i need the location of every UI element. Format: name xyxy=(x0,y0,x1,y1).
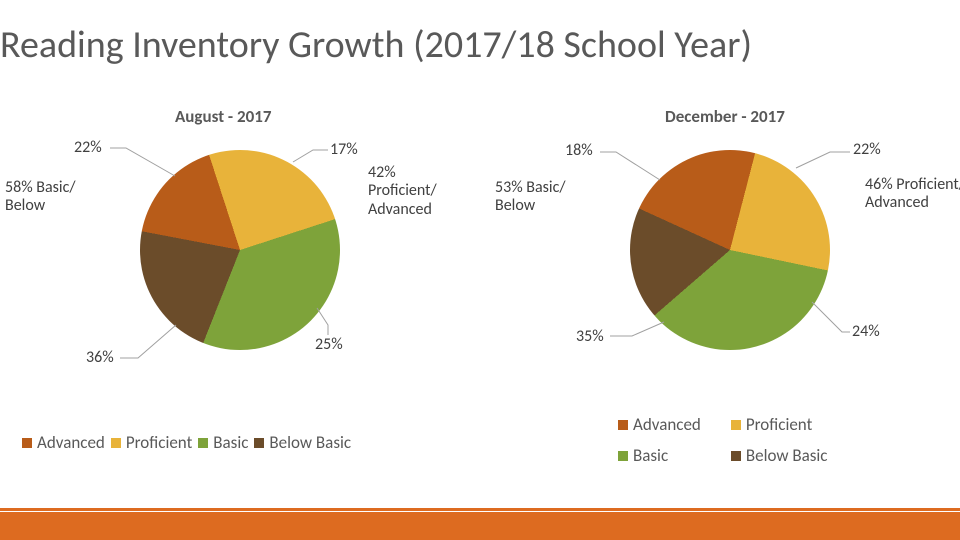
legend-item: Basic xyxy=(618,445,701,466)
legend-label: Basic xyxy=(213,432,248,453)
legend-label: Below Basic xyxy=(746,445,828,466)
slide: Reading Inventory Growth (2017/18 School… xyxy=(0,0,960,540)
legend-label: Below Basic xyxy=(269,432,351,453)
legend-item: Below Basic xyxy=(254,432,351,453)
label-aug-proficient: 25% xyxy=(315,335,343,354)
pie-chart-dec xyxy=(630,150,830,350)
legend-label: Basic xyxy=(633,445,668,466)
legend-swatch-advanced xyxy=(22,438,32,448)
legend-swatch-proficient xyxy=(731,420,741,430)
chart-title-aug: August - 2017 xyxy=(175,106,271,127)
footer-bar xyxy=(0,512,960,540)
legend-label: Advanced xyxy=(633,414,701,435)
pie-chart-aug xyxy=(140,150,340,350)
page-title: Reading Inventory Growth (2017/18 School… xyxy=(0,22,752,68)
summary-dec-left: 53% Basic/Below xyxy=(495,179,566,216)
label-dec-advanced: 22% xyxy=(853,140,881,159)
legend-swatch-advanced xyxy=(618,420,628,430)
footer-divider xyxy=(0,508,960,511)
label-dec-below-basic: 18% xyxy=(565,141,593,160)
summary-aug-top-line: 42%Proficient/Advanced xyxy=(368,164,437,219)
label-dec-proficient: 24% xyxy=(852,322,880,341)
legend-dec: Advanced Proficient Basic Below Basic xyxy=(618,414,828,466)
pie-dec xyxy=(630,150,830,350)
summary-dec-top: 46% Proficient/Advanced xyxy=(865,176,960,213)
label-dec-basic: 35% xyxy=(576,327,604,346)
legend-label: Advanced xyxy=(37,432,105,453)
label-aug-below-basic: 22% xyxy=(74,138,102,157)
legend-aug: Advanced Proficient Basic Below Basic xyxy=(22,432,351,453)
legend-swatch-below-basic xyxy=(254,438,264,448)
legend-label: Proficient xyxy=(746,414,812,435)
legend-item: Basic xyxy=(198,432,248,453)
legend-item: Advanced xyxy=(22,432,105,453)
pie-aug xyxy=(140,150,340,350)
label-aug-basic: 36% xyxy=(86,348,114,367)
legend-item: Proficient xyxy=(731,414,828,435)
legend-item: Proficient xyxy=(111,432,192,453)
legend-swatch-basic xyxy=(198,438,208,448)
summary-aug-top: 17 42%Proficient/Advanced xyxy=(368,164,437,219)
legend-swatch-proficient xyxy=(111,438,121,448)
legend-swatch-basic xyxy=(618,451,628,461)
summary-aug-left: 58% Basic/Below xyxy=(5,179,76,216)
chart-title-dec: December - 2017 xyxy=(665,106,785,127)
legend-label: Proficient xyxy=(126,432,192,453)
label-aug-advanced: 17% xyxy=(330,140,358,159)
legend-swatch-below-basic xyxy=(731,451,741,461)
legend-item: Below Basic xyxy=(731,445,828,466)
legend-item: Advanced xyxy=(618,414,701,435)
